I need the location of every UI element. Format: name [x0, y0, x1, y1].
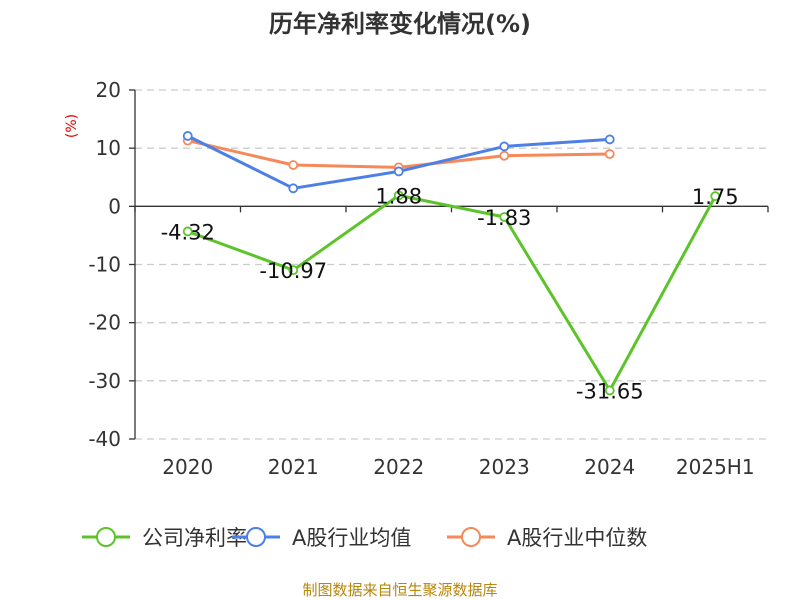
x-tick-label: 2022 — [373, 455, 424, 479]
x-tick-label: 2025H1 — [676, 455, 755, 479]
data-point — [288, 160, 299, 170]
legend-swatch-marker — [246, 527, 266, 547]
y-tick-label: 20 — [96, 78, 121, 102]
data-point — [393, 166, 404, 177]
legend-label: A股行业均值 — [292, 526, 411, 550]
data-point — [182, 226, 193, 237]
series-line — [186, 134, 612, 190]
grid-layer — [135, 89, 768, 440]
data-point — [499, 150, 510, 161]
legend-swatch-marker — [96, 527, 116, 547]
data-label: -1.83 — [477, 206, 531, 230]
legend-label: 公司净利率 — [142, 526, 247, 550]
series-layer — [182, 131, 721, 396]
legend-swatch-marker — [461, 527, 481, 547]
data-label: -4.32 — [161, 220, 215, 244]
y-tick-label: -10 — [88, 253, 121, 277]
y-tick-label: -30 — [88, 369, 121, 393]
x-tick-label: 2020 — [162, 455, 213, 479]
chart-title: 历年净利率变化情况(%) — [269, 10, 531, 38]
data-label: -31.65 — [576, 379, 644, 403]
y-tick-label: 0 — [108, 194, 121, 218]
y-tick-label: -20 — [88, 311, 121, 335]
series-line — [186, 193, 717, 392]
data-point — [288, 183, 299, 194]
y-tick-label: -40 — [88, 427, 121, 451]
legend-label: A股行业中位数 — [507, 526, 647, 550]
x-tick-label: 2021 — [268, 455, 319, 479]
data-point — [182, 131, 193, 141]
axis-layer: 20 10 0 -10 -20 -30 -40 2020 2021 2022 2023 2024 202… — [88, 78, 769, 479]
data-point — [288, 265, 299, 276]
data-label: 1.88 — [375, 184, 422, 208]
data-point — [499, 141, 510, 152]
x-tick-label: 2024 — [584, 455, 635, 479]
legend: 公司净利率 A股行业均值 A股行业中位数 — [82, 526, 647, 550]
data-point — [604, 134, 615, 145]
source-note: 制图数据来自恒生聚源数据库 — [302, 581, 497, 599]
x-tick-label: 2023 — [479, 455, 530, 479]
y-tick-label: 10 — [96, 136, 121, 160]
data-label-layer: -4.32 -10.97 1.88 -1.83 -31.65 1.75 — [161, 184, 739, 403]
data-point — [393, 190, 404, 201]
data-label: 1.75 — [692, 185, 739, 209]
data-point — [499, 212, 510, 222]
data-point — [604, 385, 615, 396]
data-label: -10.97 — [259, 259, 327, 283]
data-point — [710, 191, 721, 202]
data-point — [604, 149, 615, 159]
y-axis-label: (%) — [64, 114, 80, 138]
